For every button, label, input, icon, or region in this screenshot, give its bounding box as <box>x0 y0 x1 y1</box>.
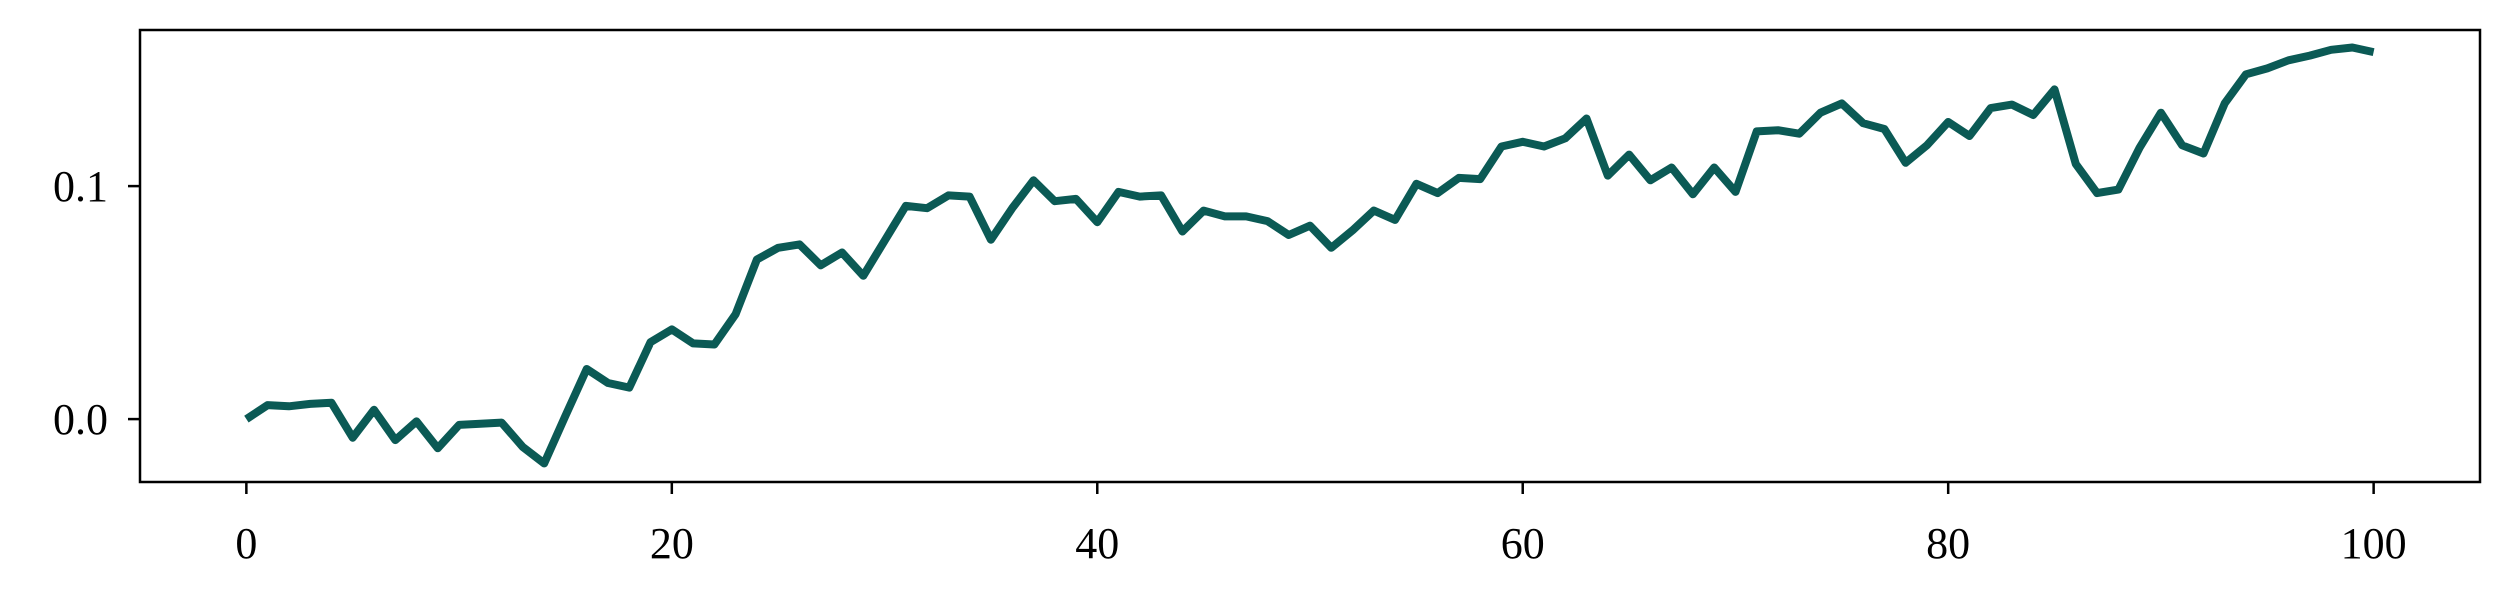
axis-ticks: 0 20 40 60 80 100 0.0 0.1 <box>53 162 2407 568</box>
x-tick-label: 20 <box>650 519 694 568</box>
x-tick-label: 80 <box>1926 519 1970 568</box>
axes-frame <box>138 28 2482 484</box>
plot-area <box>244 43 2375 468</box>
x-tick-label: 40 <box>1075 519 1119 568</box>
x-tick-label: 0 <box>235 519 257 568</box>
x-tick-label: 100 <box>2341 519 2407 568</box>
y-tick-label: 0.1 <box>53 162 108 211</box>
x-tick-label: 60 <box>1501 519 1545 568</box>
series-line-0 <box>244 43 2375 468</box>
y-tick-label: 0.0 <box>53 395 108 444</box>
